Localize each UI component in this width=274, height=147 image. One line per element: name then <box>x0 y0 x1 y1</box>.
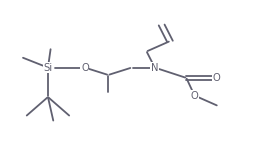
Text: O: O <box>81 63 89 73</box>
Text: Si: Si <box>43 63 53 73</box>
Text: O: O <box>213 73 220 83</box>
Text: N: N <box>151 63 159 73</box>
Text: O: O <box>191 91 198 101</box>
